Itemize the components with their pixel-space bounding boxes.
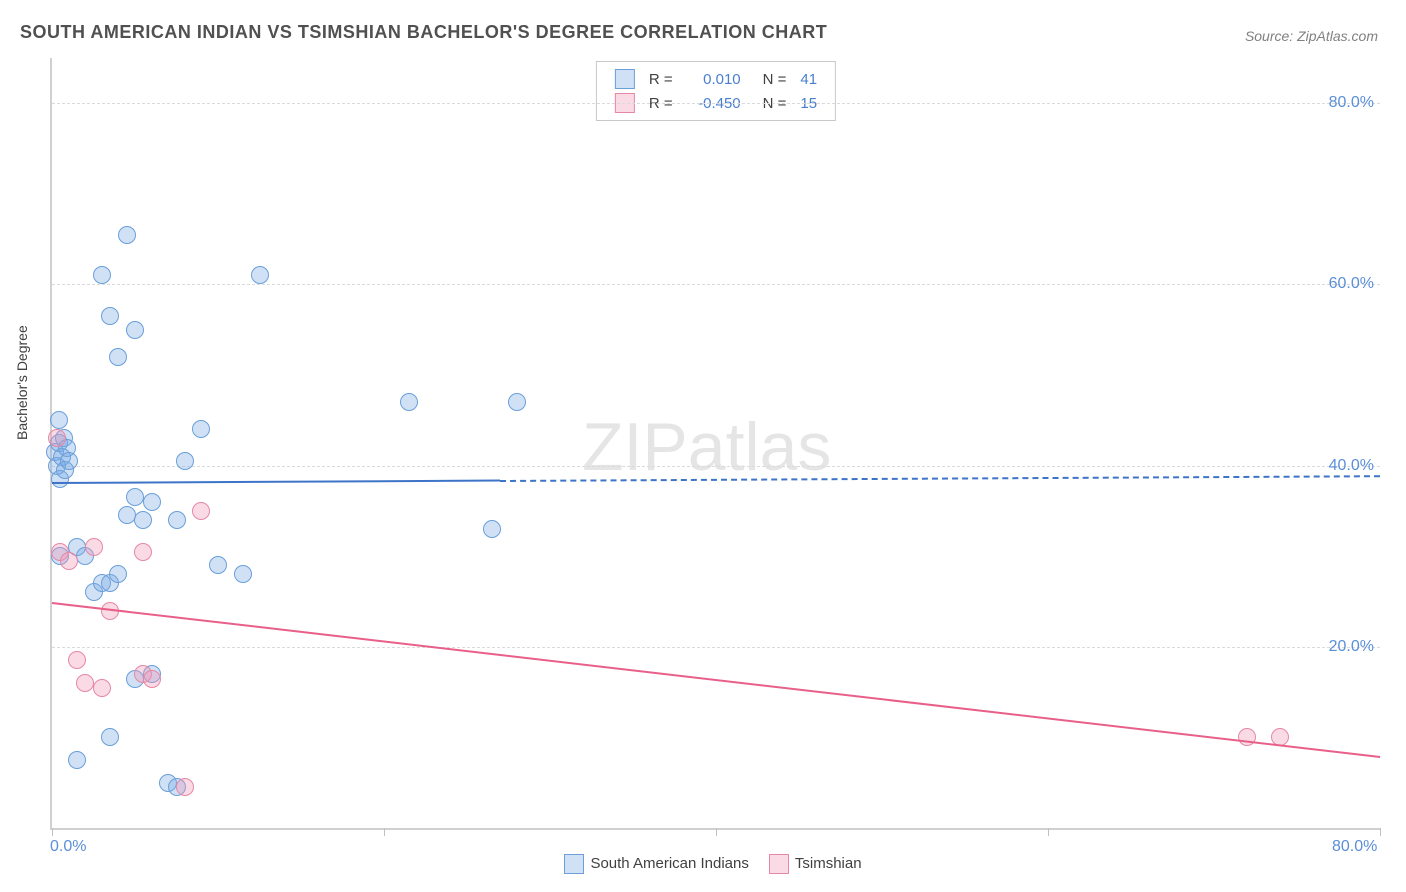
y-tick-label: 80.0% <box>1329 94 1374 112</box>
data-point <box>68 751 86 769</box>
legend-row: R =0.010N =41 <box>609 68 823 90</box>
data-point <box>50 411 68 429</box>
legend-r-value: 0.010 <box>681 68 747 90</box>
data-point <box>192 420 210 438</box>
data-point <box>134 543 152 561</box>
data-point <box>126 321 144 339</box>
y-tick-label: 40.0% <box>1329 457 1374 475</box>
data-point <box>483 520 501 538</box>
x-tick <box>1048 828 1049 836</box>
legend-swatch <box>615 69 635 89</box>
data-point <box>134 511 152 529</box>
trend-line <box>52 602 1380 758</box>
trend-line <box>500 475 1380 482</box>
gridline <box>52 103 1380 104</box>
series-legend: South American Indians Tsimshian <box>0 854 1406 874</box>
legend-series-name: Tsimshian <box>795 855 862 872</box>
y-axis-label: Bachelor's Degree <box>14 325 30 440</box>
data-point <box>143 670 161 688</box>
gridline <box>52 466 1380 467</box>
x-tick <box>1380 828 1381 836</box>
y-tick-label: 20.0% <box>1329 638 1374 656</box>
gridline <box>52 647 1380 648</box>
watermark-bold: ZIP <box>582 409 688 485</box>
data-point <box>400 393 418 411</box>
data-point <box>1238 728 1256 746</box>
plot-area: ZIPatlas R =0.010N =41R =-0.450N =15 20.… <box>50 58 1380 830</box>
data-point <box>85 538 103 556</box>
chart-container: SOUTH AMERICAN INDIAN VS TSIMSHIAN BACHE… <box>0 0 1406 892</box>
data-point <box>109 565 127 583</box>
x-tick <box>384 828 385 836</box>
watermark: ZIPatlas <box>582 408 831 486</box>
data-point <box>126 488 144 506</box>
data-point <box>176 778 194 796</box>
source-value: ZipAtlas.com <box>1297 28 1378 44</box>
y-tick-label: 60.0% <box>1329 275 1374 293</box>
data-point <box>143 493 161 511</box>
source-attribution: Source: ZipAtlas.com <box>1245 28 1378 44</box>
data-point <box>93 266 111 284</box>
x-tick <box>716 828 717 836</box>
data-point <box>93 679 111 697</box>
data-point <box>234 565 252 583</box>
source-label: Source: <box>1245 28 1297 44</box>
legend-n-value: 41 <box>794 68 823 90</box>
x-tick <box>52 828 53 836</box>
chart-title: SOUTH AMERICAN INDIAN VS TSIMSHIAN BACHE… <box>20 22 827 43</box>
legend-r-label: R = <box>643 68 679 90</box>
legend-swatch <box>769 854 789 874</box>
data-point <box>68 651 86 669</box>
data-point <box>118 226 136 244</box>
legend-swatch <box>564 854 584 874</box>
data-point <box>192 502 210 520</box>
trend-line <box>52 479 500 483</box>
data-point <box>109 348 127 366</box>
watermark-thin: atlas <box>688 409 832 485</box>
data-point <box>209 556 227 574</box>
data-point <box>101 728 119 746</box>
correlation-legend: R =0.010N =41R =-0.450N =15 <box>596 61 836 121</box>
data-point <box>101 307 119 325</box>
data-point <box>508 393 526 411</box>
data-point <box>168 511 186 529</box>
legend-series-name: South American Indians <box>590 855 748 872</box>
legend-n-label: N = <box>749 68 793 90</box>
data-point <box>176 452 194 470</box>
data-point <box>118 506 136 524</box>
data-point <box>60 452 78 470</box>
data-point <box>251 266 269 284</box>
data-point <box>48 429 66 447</box>
data-point <box>76 674 94 692</box>
gridline <box>52 284 1380 285</box>
data-point <box>60 552 78 570</box>
